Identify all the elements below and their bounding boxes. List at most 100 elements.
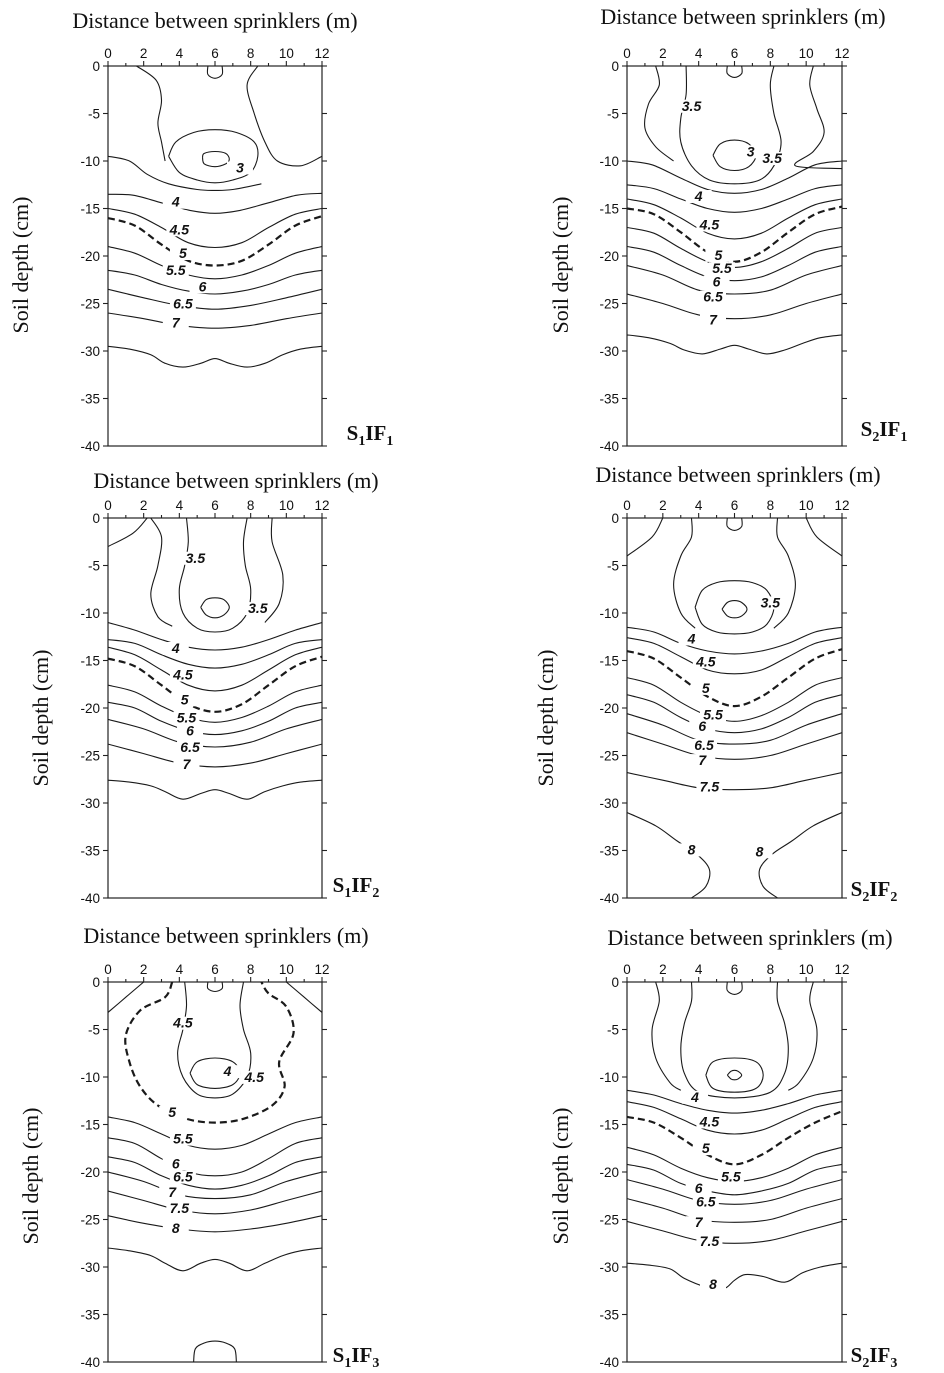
- contour-line: [627, 694, 842, 734]
- contour-label-bg: [678, 99, 705, 113]
- y-tick-label: -20: [80, 1165, 100, 1180]
- contour-line: [108, 345, 322, 368]
- panel-id-label: S2IF3: [851, 1343, 898, 1371]
- contour-lines: [627, 982, 842, 1290]
- contour-label-bg: [173, 711, 200, 725]
- contour-label-bg: [703, 275, 730, 289]
- contour-label: 3: [236, 160, 244, 176]
- y-tick-label: -40: [599, 1355, 619, 1370]
- contour-label-bg: [696, 1235, 723, 1249]
- y-tick-label: -25: [80, 297, 100, 312]
- x-tick-label: 2: [140, 46, 148, 61]
- contour-label: 5: [702, 1140, 710, 1156]
- contour-line: [726, 1069, 743, 1081]
- contour-label-bg: [689, 719, 716, 733]
- chart-title: Distance between sprinklers (m): [83, 923, 368, 948]
- y-tick-label: -40: [80, 439, 100, 454]
- y-tick-label: 0: [611, 59, 619, 74]
- contour-label-bg: [171, 693, 198, 707]
- x-tick-label: 2: [140, 962, 148, 977]
- y-tick-label: 0: [92, 511, 100, 526]
- y-axis-label: Soil depth (cm): [18, 1108, 43, 1245]
- x-tick-label: 4: [176, 498, 184, 513]
- contour-line: [193, 1340, 237, 1362]
- contour-label-bg: [757, 596, 784, 610]
- contour-label-bg: [244, 602, 271, 616]
- contour-label-bg: [696, 1115, 723, 1129]
- contour-label-bg: [169, 1170, 196, 1184]
- contour-label-bg: [166, 1201, 193, 1215]
- contour-line: [108, 312, 322, 329]
- y-tick-label: -5: [607, 559, 619, 574]
- contour-label: 6: [172, 1155, 180, 1171]
- panel-id-label: S2IF1: [861, 417, 908, 445]
- contour-line: [794, 66, 842, 170]
- x-tick-label: 12: [834, 498, 849, 513]
- contour-line: [200, 597, 230, 619]
- contour-line: [627, 1198, 842, 1223]
- y-axis-label: Soil depth (cm): [8, 197, 33, 334]
- contour-line: [201, 150, 230, 168]
- panel-5: Distance between sprinklers (m) Soil dept…: [18, 923, 379, 1371]
- contour-line: [627, 772, 842, 791]
- contour-label-bg: [692, 1195, 719, 1209]
- contour-line: [108, 1156, 322, 1190]
- contour-label-bg: [692, 1142, 719, 1156]
- y-tick-label: -30: [80, 344, 100, 359]
- contour-line: [108, 155, 262, 191]
- panel-1: Distance between sprinklers (m) Soil dept…: [8, 8, 393, 454]
- x-tick-label: 2: [659, 962, 667, 977]
- contour-label-bg: [226, 161, 253, 175]
- contour-label: 6.5: [180, 739, 200, 755]
- y-tick-label: -20: [599, 701, 619, 716]
- panel-id-b: 3: [890, 1356, 897, 1371]
- y-tick-label: -25: [599, 1213, 619, 1228]
- contour-label-bg: [162, 642, 189, 655]
- contour-label: 5.5: [703, 707, 723, 723]
- y-tick-label: -40: [599, 439, 619, 454]
- contour-line: [627, 1220, 842, 1244]
- contour-line: [108, 1171, 322, 1200]
- contour-label: 4.5: [695, 653, 716, 669]
- contour-line: [264, 518, 284, 623]
- contour-lines: [108, 518, 322, 800]
- contour-label: 5: [714, 247, 722, 263]
- contour-label: 3.5: [762, 150, 782, 166]
- contour-line: [627, 648, 842, 708]
- y-tick-label: -25: [80, 1213, 100, 1228]
- contour-label: 4.5: [243, 1069, 264, 1085]
- contour-line: [805, 518, 842, 557]
- x-tick-label: 0: [104, 962, 112, 977]
- contour-label: 7.5: [700, 779, 720, 795]
- contour-label: 8: [688, 841, 696, 857]
- contour-line: [108, 1116, 322, 1150]
- x-tick-label: 4: [695, 46, 703, 61]
- panel-id-label: S1IF2: [333, 873, 380, 901]
- y-axis-label: Soil depth (cm): [548, 1108, 573, 1245]
- contour-line: [627, 160, 842, 194]
- x-tick-label: 0: [104, 498, 112, 513]
- y-tick-label: -5: [88, 559, 100, 574]
- contour-label: 4.5: [169, 221, 190, 237]
- contour-label: 4: [690, 1089, 699, 1105]
- contour-line: [673, 518, 696, 629]
- plot-frame: [626, 517, 843, 899]
- contour-label: 6: [698, 718, 706, 734]
- y-tick-label: -20: [80, 249, 100, 264]
- contour-label: 4.5: [172, 667, 193, 683]
- contour-line: [108, 639, 322, 669]
- contour-label-bg: [692, 655, 719, 669]
- x-tick-label: 6: [211, 962, 219, 977]
- panel-id-main: S: [851, 1343, 863, 1367]
- contour-line: [108, 1247, 322, 1272]
- y-tick-label: 0: [611, 975, 619, 990]
- x-tick-label: 6: [731, 498, 739, 513]
- panel-id-mid: IF: [351, 1343, 372, 1367]
- contour-label: 5: [181, 691, 189, 707]
- contour-label-bg: [177, 724, 204, 738]
- contour-label-bg: [162, 264, 189, 278]
- plot-frame: [107, 517, 323, 899]
- contour-label-bg: [169, 247, 196, 260]
- contour-label-bg: [159, 1106, 186, 1119]
- contour-label-bg: [162, 1221, 189, 1235]
